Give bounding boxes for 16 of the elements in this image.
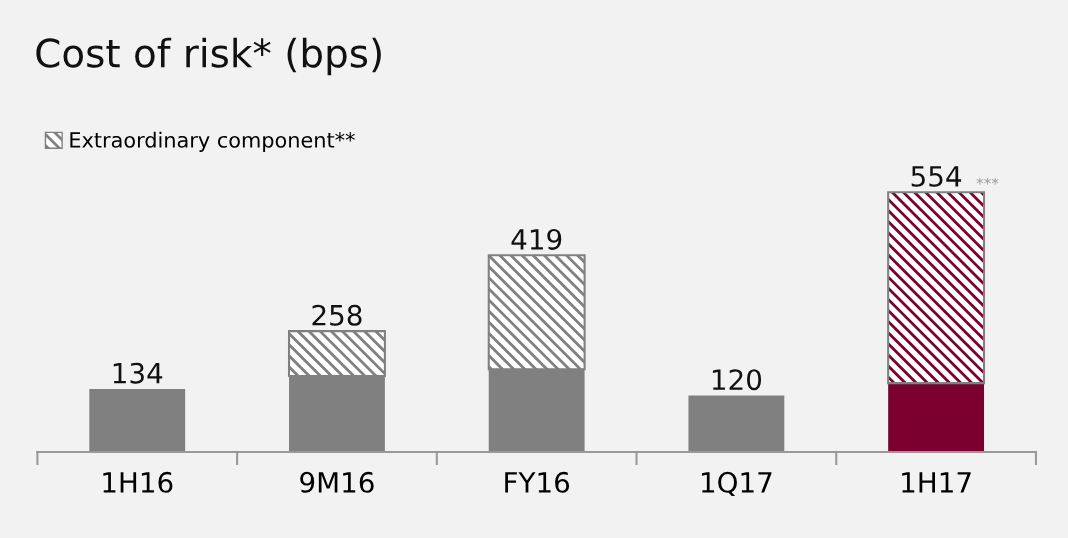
legend-label: Extraordinary component** [70, 131, 355, 152]
bar [888, 383, 985, 452]
text: *** [976, 177, 999, 185]
x-tick-label: 1H17 [902, 472, 971, 493]
annotation: 134 [113, 362, 163, 384]
x-tick-label: 9M16 [300, 471, 374, 493]
chart-title: Cost of risk* (bps) [36, 37, 381, 76]
annotation: 258 [312, 304, 362, 326]
annotation: 554 [911, 166, 962, 187]
x-tick-label: 1Q17 [701, 471, 772, 497]
x-tick-label: 1H16 [103, 471, 173, 493]
bar [89, 389, 186, 452]
annotation: 120 [712, 369, 762, 391]
bar [688, 395, 785, 452]
x-tick-label: FY16 [505, 471, 570, 493]
annotation: 419 [511, 228, 562, 250]
